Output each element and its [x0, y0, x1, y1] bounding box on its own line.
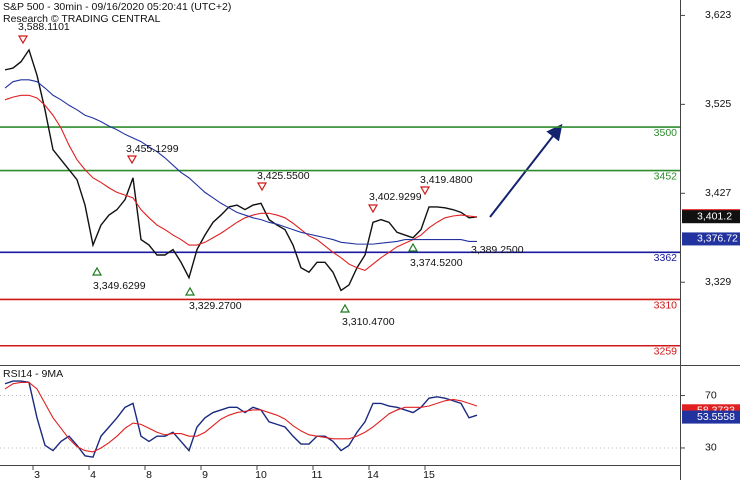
- level-label: 3452: [654, 170, 678, 182]
- high-marker: [126, 155, 138, 165]
- x-tick-label: 10: [255, 469, 267, 480]
- rsi-title: RSI14 - 9MA: [3, 368, 63, 380]
- current-value-label: 3,376.72: [697, 233, 738, 245]
- y-tick-label: 3,623: [705, 9, 731, 21]
- annotation-label: 3,588.1101: [18, 21, 70, 33]
- y-tick-label: 3,329: [705, 276, 731, 288]
- annotation-label: 3,329.2700: [189, 300, 242, 312]
- current-value-box: [682, 210, 740, 224]
- low-marker: [339, 303, 351, 313]
- annotation-label: 3,455.1299: [126, 143, 179, 155]
- annotation-label: 3,310.4700: [342, 316, 395, 328]
- y-tick-label: 70: [705, 389, 717, 401]
- series-line: [4, 380, 478, 458]
- series-line: [4, 79, 477, 245]
- chart-title: S&P 500 - 30min - 09/16/2020 05:20:41 (U…: [3, 1, 231, 13]
- series-line: [4, 94, 478, 272]
- x-tick-label: 4: [90, 469, 96, 480]
- forecast-arrow: [489, 123, 563, 218]
- level-label: 3310: [654, 299, 678, 311]
- x-tick-label: 9: [202, 469, 208, 480]
- current-value-label: 53.5558: [697, 411, 735, 423]
- high-marker: [17, 35, 29, 45]
- x-tick-label: 14: [367, 469, 379, 480]
- current-value-box: [682, 410, 740, 424]
- x-tick-label: 8: [146, 469, 152, 480]
- high-marker: [419, 186, 431, 196]
- y-tick-label: 30: [705, 442, 717, 454]
- high-marker: [367, 204, 379, 214]
- x-tick-label: 15: [423, 469, 435, 480]
- x-tick-label: 3: [34, 469, 40, 480]
- y-tick-label: 3,525: [705, 98, 731, 110]
- level-label: 3500: [654, 127, 678, 139]
- low-marker: [184, 286, 196, 296]
- level-label: 3259: [654, 346, 678, 358]
- y-tick-label: 3,427: [705, 187, 731, 199]
- current-value-label: 3,401.2: [697, 210, 732, 222]
- series-line: [4, 381, 478, 453]
- level-label: 3362: [654, 252, 678, 264]
- low-marker: [91, 266, 103, 276]
- high-marker: [256, 182, 268, 192]
- annotation-label: 3,349.6299: [93, 280, 146, 292]
- low-marker: [407, 242, 419, 252]
- series-line: [4, 48, 478, 292]
- annotation-label: 3,374.5200: [410, 257, 463, 269]
- annotation-label: 3,402.9299: [369, 191, 422, 203]
- chart-subtitle: Research © TRADING CENTRAL: [3, 13, 161, 25]
- annotation-label: 3,425.5500: [257, 170, 310, 182]
- annotation-label: 3,389.2500: [471, 244, 524, 256]
- current-value-box: [682, 232, 740, 246]
- annotation-label: 3,419.4800: [420, 174, 473, 186]
- x-tick-label: 11: [312, 469, 323, 480]
